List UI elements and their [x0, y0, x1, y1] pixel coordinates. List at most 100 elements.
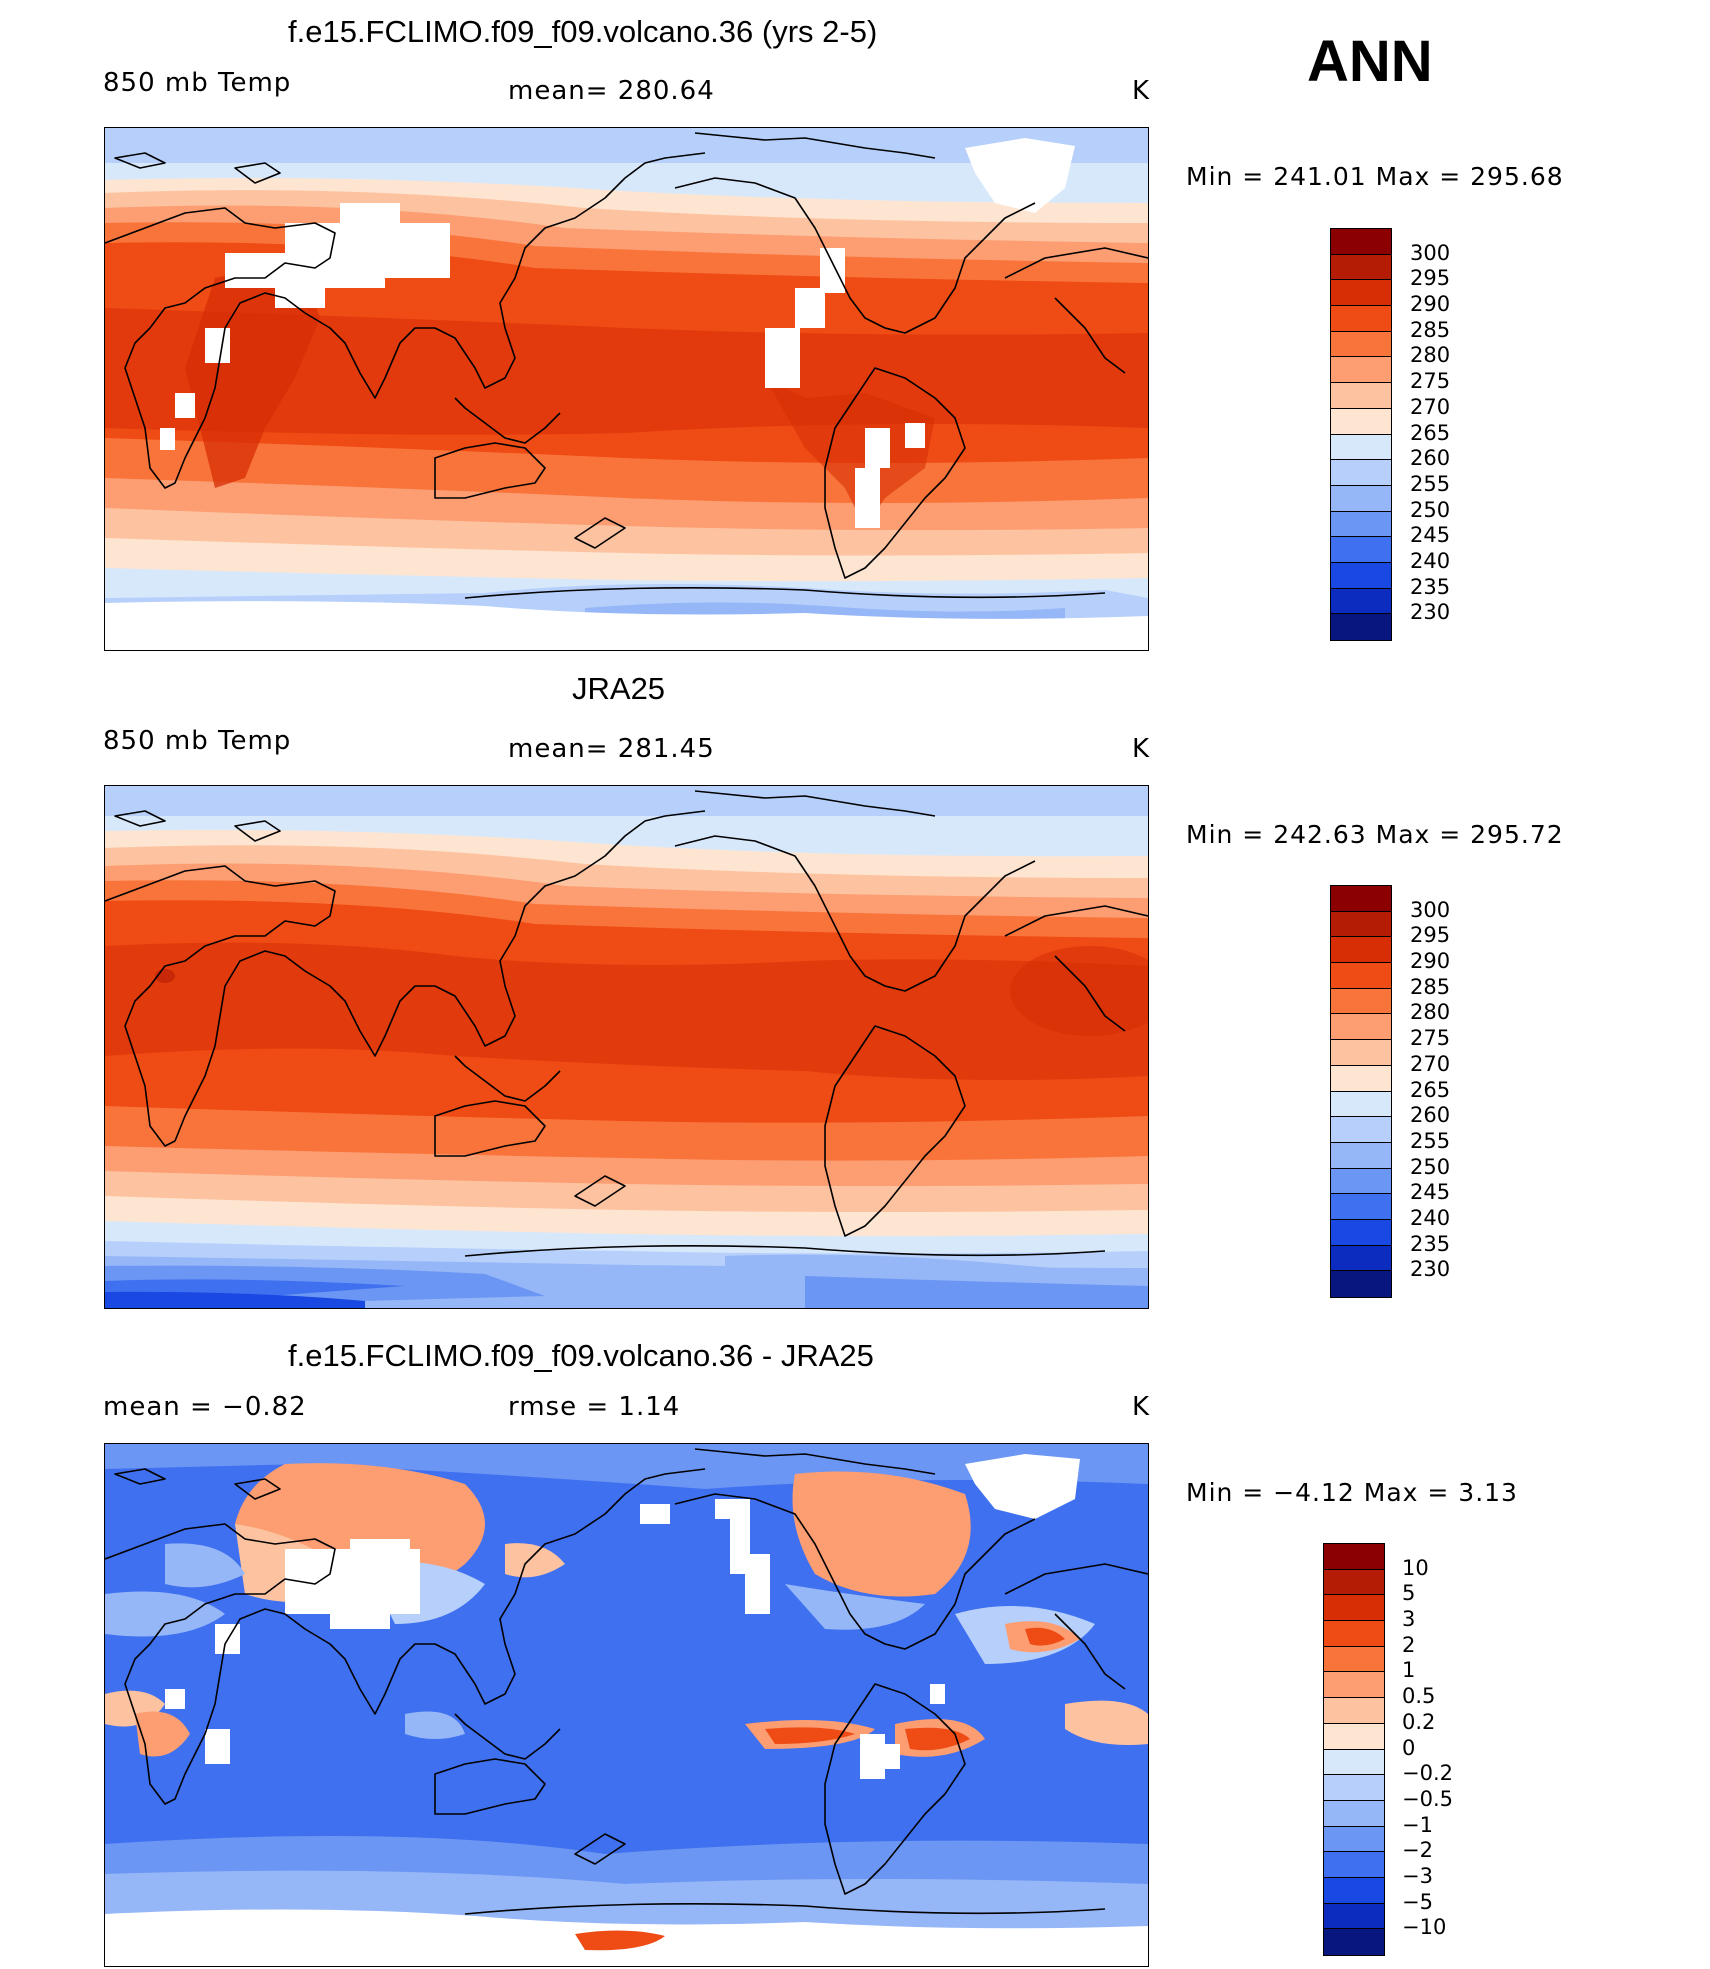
- panel2-mean-label: mean= 281.45: [508, 734, 715, 764]
- season-label: ANN: [1307, 29, 1433, 94]
- colorbar-tick-label: 0.2: [1402, 1709, 1436, 1734]
- colorbar-swatch: [1324, 1672, 1384, 1699]
- colorbar-tick-label: 290: [1410, 292, 1451, 317]
- colorbar-tick-label: −10: [1402, 1915, 1447, 1940]
- colorbar-swatch: [1324, 1723, 1384, 1750]
- colorbar-tick-label: 245: [1410, 1180, 1451, 1205]
- colorbar-swatch: [1324, 1595, 1384, 1622]
- colorbar-swatch: [1331, 1219, 1391, 1246]
- colorbar-tick-label: 245: [1410, 523, 1451, 548]
- colorbar-swatch: [1331, 537, 1391, 563]
- colorbar-tick-label: 230: [1410, 600, 1451, 625]
- colorbar-tick-label: −1: [1402, 1812, 1433, 1837]
- panel3-rmse-label: rmse = 1.14: [508, 1392, 681, 1422]
- colorbar-tick-label: 290: [1410, 949, 1451, 974]
- colorbar-swatch: [1331, 383, 1391, 409]
- colorbar-swatch: [1324, 1749, 1384, 1776]
- colorbar-swatch: [1324, 1621, 1384, 1647]
- colorbar-swatch: [1324, 1775, 1384, 1801]
- panel2-map: [104, 785, 1149, 1309]
- colorbar-swatch: [1331, 1245, 1391, 1272]
- colorbar-swatch: [1331, 886, 1391, 912]
- colorbar-tick-label: 280: [1410, 343, 1451, 368]
- colorbar-tick-label: 265: [1410, 1077, 1451, 1102]
- panel3-colorbar: [1323, 1543, 1385, 1956]
- colorbar-swatch: [1324, 1569, 1384, 1596]
- panel2-title: JRA25: [572, 671, 666, 706]
- colorbar-swatch: [1331, 280, 1391, 307]
- panel2-units: K: [1132, 734, 1151, 764]
- colorbar-tick-label: 255: [1410, 471, 1451, 496]
- colorbar-swatch: [1331, 306, 1391, 332]
- colorbar-swatch: [1331, 1168, 1391, 1195]
- panel1-range: Min = 241.01 Max = 295.68: [1186, 162, 1564, 191]
- colorbar-swatch: [1331, 1040, 1391, 1066]
- colorbar-tick-label: 270: [1410, 394, 1451, 419]
- colorbar-swatch: [1331, 1014, 1391, 1041]
- colorbar-tick-label: 250: [1410, 497, 1451, 522]
- panel3-mean-label: mean = −0.82: [103, 1392, 307, 1422]
- colorbar-tick-label: 300: [1410, 897, 1451, 922]
- colorbar-tick-label: 285: [1410, 317, 1451, 342]
- panel1-units: K: [1132, 76, 1151, 106]
- colorbar-swatch: [1331, 485, 1391, 512]
- panel1-colorbar: [1330, 228, 1392, 641]
- colorbar-tick-label: 275: [1410, 1026, 1451, 1051]
- colorbar-swatch: [1331, 963, 1391, 989]
- panel3-range: Min = −4.12 Max = 3.13: [1186, 1478, 1518, 1507]
- colorbar-swatch: [1331, 1194, 1391, 1220]
- colorbar-swatch: [1324, 1877, 1384, 1904]
- colorbar-tick-label: 2: [1402, 1632, 1416, 1657]
- colorbar-tick-label: 235: [1410, 1231, 1451, 1256]
- colorbar-tick-label: 280: [1410, 1000, 1451, 1025]
- colorbar-tick-label: −0.5: [1402, 1786, 1453, 1811]
- colorbar-tick-label: 295: [1410, 923, 1451, 948]
- colorbar-swatch: [1324, 1903, 1384, 1930]
- panel3-units: K: [1132, 1392, 1151, 1422]
- colorbar-swatch: [1331, 614, 1391, 640]
- colorbar-swatch: [1324, 1698, 1384, 1724]
- panel2-range: Min = 242.63 Max = 295.72: [1186, 820, 1564, 849]
- colorbar-swatch: [1331, 254, 1391, 281]
- colorbar-tick-label: 260: [1410, 446, 1451, 471]
- colorbar-tick-label: 1: [1402, 1658, 1416, 1683]
- colorbar-tick-label: 265: [1410, 420, 1451, 445]
- colorbar-swatch: [1331, 229, 1391, 255]
- colorbar-tick-label: −2: [1402, 1838, 1433, 1863]
- colorbar-swatch: [1331, 1117, 1391, 1143]
- colorbar-tick-label: 3: [1402, 1607, 1416, 1632]
- colorbar-tick-label: 255: [1410, 1128, 1451, 1153]
- panel3-map: [104, 1443, 1149, 1967]
- colorbar-tick-label: 250: [1410, 1154, 1451, 1179]
- colorbar-tick-label: 240: [1410, 548, 1451, 573]
- colorbar-swatch: [1331, 1065, 1391, 1092]
- colorbar-tick-label: 270: [1410, 1051, 1451, 1076]
- colorbar-swatch: [1331, 1142, 1391, 1169]
- panel1-mean-label: mean= 280.64: [508, 76, 715, 106]
- colorbar-swatch: [1331, 434, 1391, 461]
- colorbar-swatch: [1324, 1544, 1384, 1570]
- colorbar-swatch: [1331, 937, 1391, 964]
- colorbar-tick-label: 285: [1410, 974, 1451, 999]
- colorbar-swatch: [1331, 357, 1391, 384]
- colorbar-tick-label: 260: [1410, 1103, 1451, 1128]
- panel3-title: f.e15.FCLIMO.f09_f09.volcano.36 - JRA25: [288, 1338, 874, 1373]
- colorbar-swatch: [1331, 408, 1391, 435]
- colorbar-tick-label: −5: [1402, 1889, 1433, 1914]
- colorbar-tick-label: 5: [1402, 1581, 1416, 1606]
- colorbar-swatch: [1331, 988, 1391, 1015]
- colorbar-swatch: [1331, 562, 1391, 589]
- colorbar-swatch: [1324, 1826, 1384, 1853]
- colorbar-swatch: [1331, 1091, 1391, 1118]
- panel2-colorbar: [1330, 885, 1392, 1298]
- colorbar-swatch: [1331, 460, 1391, 486]
- colorbar-swatch: [1331, 331, 1391, 358]
- colorbar-tick-label: 300: [1410, 240, 1451, 265]
- colorbar-tick-label: 230: [1410, 1257, 1451, 1282]
- colorbar-tick-label: −0.2: [1402, 1761, 1453, 1786]
- colorbar-tick-label: 0.5: [1402, 1684, 1436, 1709]
- colorbar-swatch: [1324, 1646, 1384, 1673]
- colorbar-tick-label: 240: [1410, 1205, 1451, 1230]
- colorbar-tick-label: 235: [1410, 574, 1451, 599]
- panel1-variable-label: 850 mb Temp: [103, 68, 292, 98]
